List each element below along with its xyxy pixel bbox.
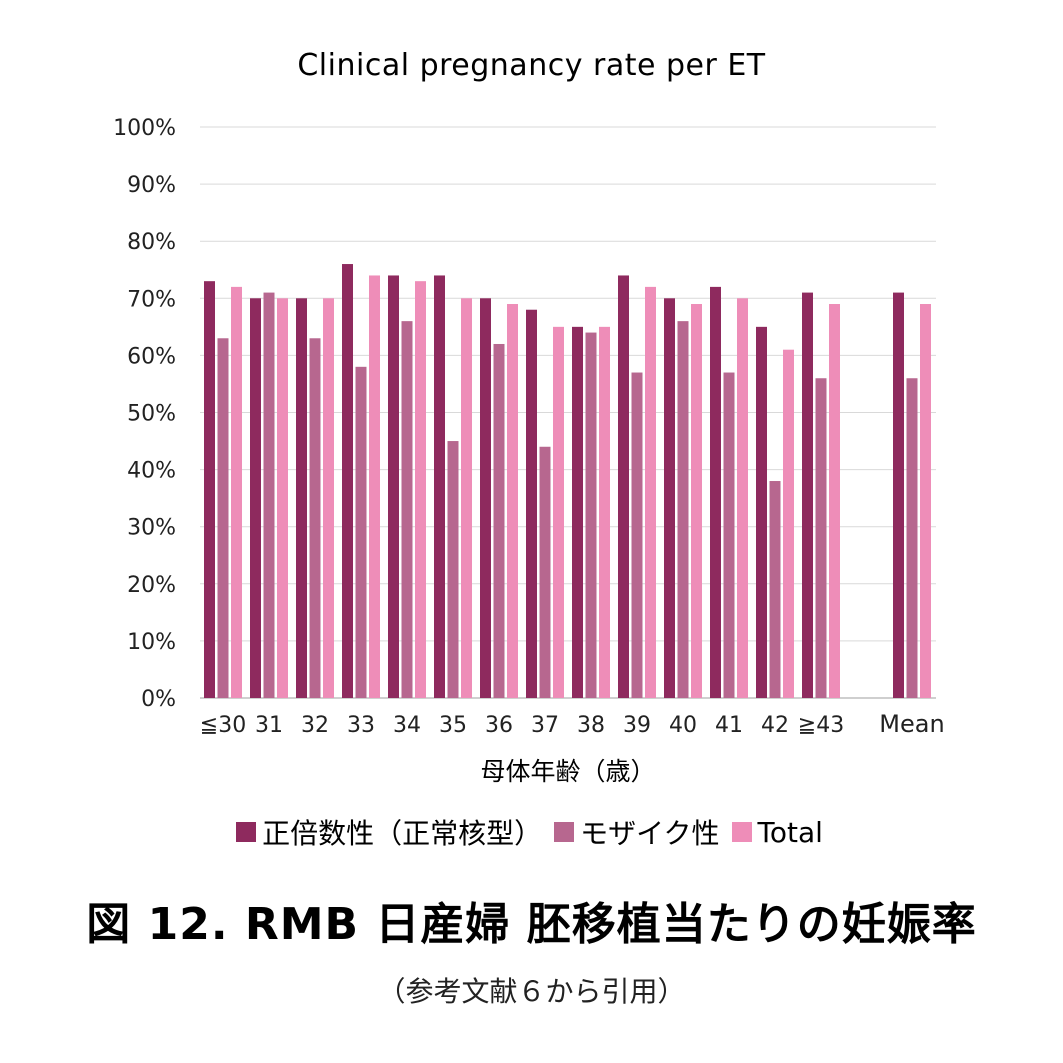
bar-euploid <box>296 298 307 698</box>
bar-total <box>277 298 288 698</box>
bar-euploid <box>204 281 215 698</box>
x-tick-label: 37 <box>531 713 559 738</box>
legend-item-euploid: 正倍数性（正常核型） <box>236 812 542 852</box>
y-tick-label: 100% <box>113 116 176 141</box>
bar-euploid <box>526 309 537 698</box>
bar-total <box>737 298 748 698</box>
bar-total <box>553 326 564 698</box>
bar-total <box>461 298 472 698</box>
bar-euploid <box>388 275 399 698</box>
bar-mosaic <box>539 446 551 698</box>
bar-total <box>920 304 931 698</box>
bar-total <box>369 275 380 698</box>
bar-euploid <box>434 275 445 698</box>
figure-caption: 図 12. RMB 日産婦 胚移植当たりの妊娠率 <box>86 899 977 950</box>
y-tick-label: 10% <box>127 630 176 655</box>
bar-mosaic <box>677 321 689 698</box>
bar-euploid <box>480 298 491 698</box>
x-tick-label: 38 <box>577 713 605 738</box>
bar-mosaic <box>585 332 597 698</box>
bar-mosaic <box>263 292 275 698</box>
y-tick-label: 50% <box>127 402 176 427</box>
bar-total <box>415 281 426 698</box>
bar-euploid <box>342 264 353 698</box>
bar-mosaic <box>401 321 413 698</box>
x-tick-label: 34 <box>393 713 421 738</box>
bar-total <box>783 349 794 698</box>
bar-euploid <box>572 326 583 698</box>
bar-total <box>231 286 242 698</box>
legend-label-euploid: 正倍数性（正常核型） <box>262 817 543 850</box>
bar-euploid <box>250 298 261 698</box>
legend: 正倍数性（正常核型） モザイク性 Total <box>0 812 1063 852</box>
y-axis-ticks: 0% 10% 20% 30% 40% 50% 60% 70% 80% 90% 100% <box>113 116 176 712</box>
y-tick-label: 80% <box>127 230 176 255</box>
bar-total <box>323 298 334 698</box>
bar-euploid <box>893 292 904 698</box>
x-tick-label: 31 <box>255 713 283 738</box>
x-tick-label: 39 <box>623 713 651 738</box>
y-tick-label: 40% <box>127 459 176 484</box>
bar-mosaic <box>355 366 367 698</box>
bar-chart: 0% 10% 20% 30% 40% 50% 60% 70% 80% 90% 100% ≦30 31 3… <box>113 116 945 738</box>
legend-label-total: Total <box>757 815 823 849</box>
bar-total <box>691 304 702 698</box>
y-tick-label: 0% <box>141 687 176 712</box>
x-tick-label: 33 <box>347 713 375 738</box>
bar-mosaic <box>217 338 229 698</box>
legend-swatch-mosaic <box>554 822 575 842</box>
bar-euploid <box>710 286 721 698</box>
bar-mosaic <box>769 481 781 698</box>
legend-item-total: Total <box>731 815 823 849</box>
legend-swatch-euploid <box>236 822 257 842</box>
legend-swatch-total <box>731 822 752 842</box>
chart-title: Clinical pregnancy rate per ET <box>297 48 766 83</box>
bars <box>204 264 931 698</box>
bar-total <box>599 326 610 698</box>
x-tick-label: 40 <box>669 713 697 738</box>
bar-total <box>645 286 656 698</box>
bar-euploid <box>664 298 675 698</box>
x-tick-label: 42 <box>761 713 789 738</box>
x-tick-label: 35 <box>439 713 467 738</box>
y-tick-label: 90% <box>127 173 176 198</box>
bar-mosaic <box>493 343 505 698</box>
bar-total <box>507 304 518 698</box>
legend-item-mosaic: モザイク性 <box>554 812 720 852</box>
bar-mosaic <box>447 441 459 698</box>
y-tick-label: 60% <box>127 344 176 369</box>
bar-total <box>829 304 840 698</box>
x-tick-label: Mean <box>879 710 944 738</box>
bar-euploid <box>618 275 629 698</box>
bar-mosaic <box>906 378 918 698</box>
x-tick-label: ≦30 <box>200 713 246 738</box>
legend-label-mosaic: モザイク性 <box>580 817 720 850</box>
bar-mosaic <box>815 378 827 698</box>
bar-mosaic <box>309 338 321 698</box>
bar-euploid <box>756 326 767 698</box>
x-tick-label: ≧43 <box>798 713 844 738</box>
x-tick-label: 32 <box>301 713 329 738</box>
y-tick-label: 70% <box>127 287 176 312</box>
bar-mosaic <box>631 372 643 698</box>
x-axis-ticks: ≦30 31 32 33 34 35 36 37 38 39 40 41 42 ≧43 Mean <box>200 710 945 738</box>
y-tick-label: 20% <box>127 573 176 598</box>
gridlines <box>200 126 936 699</box>
x-tick-label: 41 <box>715 713 743 738</box>
source-note: （参考文献６から引用） <box>377 975 686 1008</box>
bar-euploid <box>802 292 813 698</box>
x-axis-label: 母体年齢（歳） <box>480 757 656 786</box>
x-tick-label: 36 <box>485 713 513 738</box>
bar-mosaic <box>723 372 735 698</box>
y-tick-label: 30% <box>127 516 176 541</box>
